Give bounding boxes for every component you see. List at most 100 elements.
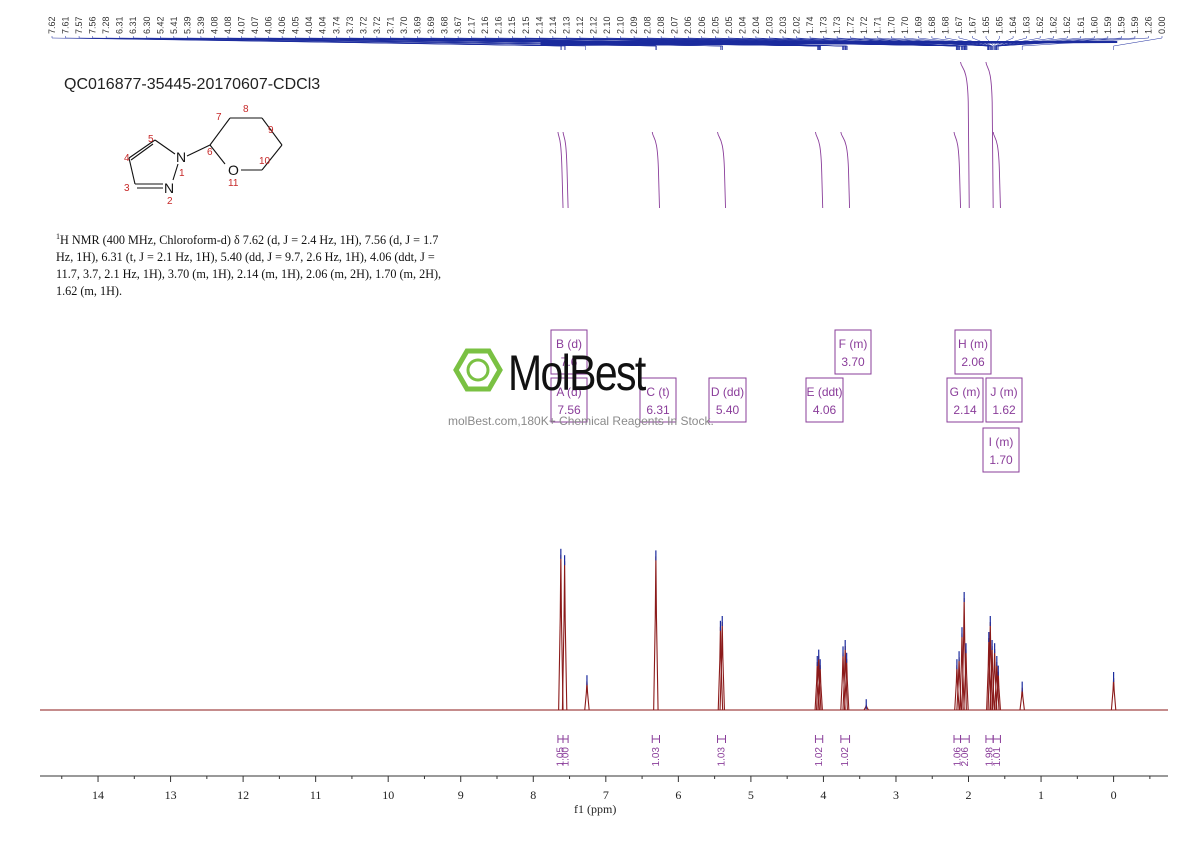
integral-curve xyxy=(985,61,994,209)
peak-list-label: 1.70 xyxy=(886,16,896,34)
spectrum-peak xyxy=(584,681,590,711)
peak-list-label: 1.69 xyxy=(913,16,923,34)
integral-value: 1.02 xyxy=(814,747,825,767)
peak-list-label: 2.03 xyxy=(778,16,788,34)
x-tick-label: 5 xyxy=(748,788,754,802)
multiplet-label: B (d) xyxy=(556,337,582,351)
peak-list-label: 3.72 xyxy=(372,16,382,34)
peak-list-connector xyxy=(836,36,989,50)
atom-number: 2 xyxy=(167,196,173,207)
peak-list-label: 2.02 xyxy=(792,16,802,34)
integral-regions: 1.051.00 1.03 1.03 1.02 1.02 1.062.06 1.981.01 xyxy=(555,735,1003,767)
peak-list-label: 2.04 xyxy=(751,16,761,34)
peak-list-connector xyxy=(728,36,966,50)
peak-list-label: 1.67 xyxy=(954,16,964,34)
peak-list-connector xyxy=(918,36,992,50)
sample-title: QC016877-35445-20170607-CDCl3 xyxy=(64,76,321,93)
peak-list-label: 7.56 xyxy=(88,16,98,34)
peak-list-label: 1.59 xyxy=(1116,16,1126,34)
peak-list-label: 4.08 xyxy=(223,16,233,34)
peak-list-connector xyxy=(809,36,988,50)
peak-list-label: 1.26 xyxy=(1143,16,1153,34)
peak-list-label: 2.05 xyxy=(724,16,734,34)
peak-list-label: 1.59 xyxy=(1130,16,1140,34)
multiplet-label: F (m) xyxy=(839,337,868,351)
peak-list-label: 3.69 xyxy=(426,16,436,34)
peak-list-label: 1.68 xyxy=(927,16,937,34)
peak-list-label: 1.68 xyxy=(940,16,950,34)
multiplet-frame xyxy=(805,377,844,423)
peak-list-label: 1.67 xyxy=(967,16,977,34)
watermark-tagline: molBest.com,180K+ Chemical Reagents In S… xyxy=(448,414,714,428)
peak-list-label: 3.72 xyxy=(358,16,368,34)
integral-curve xyxy=(557,131,564,209)
multiplet-label: J (m) xyxy=(990,385,1017,399)
peak-list-label: 2.17 xyxy=(467,16,477,34)
x-tick-label: 1 xyxy=(1038,788,1044,802)
multiplet-shift: 2.06 xyxy=(961,355,985,369)
bond-c4-c3 xyxy=(128,157,136,185)
multiplet-shift: 3.70 xyxy=(841,355,865,369)
x-axis: 14 13 12 11 10 9 8 7 6 5 4 3 2 1 0 xyxy=(40,775,1168,802)
peak-list-label: 1.65 xyxy=(995,16,1005,34)
peak-list-connector xyxy=(146,36,657,50)
bond-c5-c4-double xyxy=(130,143,154,161)
multiplet-frame xyxy=(550,377,588,423)
multiplet-box: B (d) 7.6 xyxy=(550,329,588,375)
peak-list-label: 4.04 xyxy=(304,16,314,34)
x-tick-label: 4 xyxy=(820,788,826,802)
peak-list-connector xyxy=(1021,36,1149,50)
peak-list-label: 2.10 xyxy=(616,16,626,34)
x-tick-label: 2 xyxy=(966,788,972,802)
peak-list-connector xyxy=(92,36,566,50)
multiplet-label: D (dd) xyxy=(711,385,744,399)
atom-number: 6 xyxy=(207,147,213,158)
peak-list-label: 4.06 xyxy=(264,16,274,34)
multiplet-shift: 5.40 xyxy=(716,403,740,417)
peak-list-label: 2.06 xyxy=(697,16,707,34)
peak-list-connector xyxy=(755,36,966,50)
peak-list-label: 3.71 xyxy=(385,16,395,34)
multiplet-shift: 6.31 xyxy=(646,403,670,417)
peak-list-label: 3.74 xyxy=(331,16,341,34)
peak-list-label: 5.39 xyxy=(182,16,192,34)
integral-curve xyxy=(562,131,569,209)
x-axis-title: f1 (ppm) xyxy=(574,802,617,816)
bond-c5-n1 xyxy=(154,139,176,155)
bond-c8-c9 xyxy=(261,117,283,146)
multiplet-frame xyxy=(946,377,984,423)
integral-value: 2.06 xyxy=(960,747,971,767)
peak-list-connector xyxy=(1113,36,1163,50)
spectrum-peak xyxy=(1110,677,1117,711)
peak-list-label: 1.71 xyxy=(873,16,883,34)
nucleus-superscript: 1 xyxy=(56,232,60,241)
peak-list-connector xyxy=(993,36,1000,50)
multiplet-frame xyxy=(985,377,1023,423)
peak-list-label: 3.70 xyxy=(399,16,409,34)
peak-list-label: 4.06 xyxy=(277,16,287,34)
peak-list-label: 1.74 xyxy=(805,16,815,34)
multiplet-shift: 2.14 xyxy=(953,403,977,417)
bond-c9-c10 xyxy=(261,144,283,171)
peak-list-label: 1.62 xyxy=(1049,16,1059,34)
peak-list-label: 2.14 xyxy=(534,16,544,34)
atom-number: 1 xyxy=(179,168,185,179)
nmr-description: 1H NMR (400 MHz, Chloroform-d) δ 7.62 (d… xyxy=(56,228,448,300)
x-tick-label: 10 xyxy=(382,788,394,802)
multiplet-box: D (dd) 5.40 xyxy=(708,377,747,423)
peak-list-connector xyxy=(457,36,848,50)
peak-list-label: 2.08 xyxy=(643,16,653,34)
peak-list-connector xyxy=(200,36,723,50)
multiplet-annotations: B (d) 7.6 A (d) 7.56 C (t) 6.31 D (dd) 5.40 E (d… xyxy=(550,329,1023,473)
peak-list-label: 2.03 xyxy=(764,16,774,34)
molecule-numbering: 1 2 3 4 5 6 7 8 9 10 11 xyxy=(124,104,274,207)
multiplet-shift: 4.06 xyxy=(813,403,837,417)
peak-list-label: 5.41 xyxy=(169,16,179,34)
peak-list-connector xyxy=(945,36,992,50)
spectrum-trace xyxy=(40,548,1168,711)
peak-list-connector xyxy=(863,36,990,50)
peak-list-label: 1.60 xyxy=(1089,16,1099,34)
multiplet-box: I (m) 1.70 xyxy=(982,427,1020,473)
peak-list-label: 4.05 xyxy=(291,16,301,34)
